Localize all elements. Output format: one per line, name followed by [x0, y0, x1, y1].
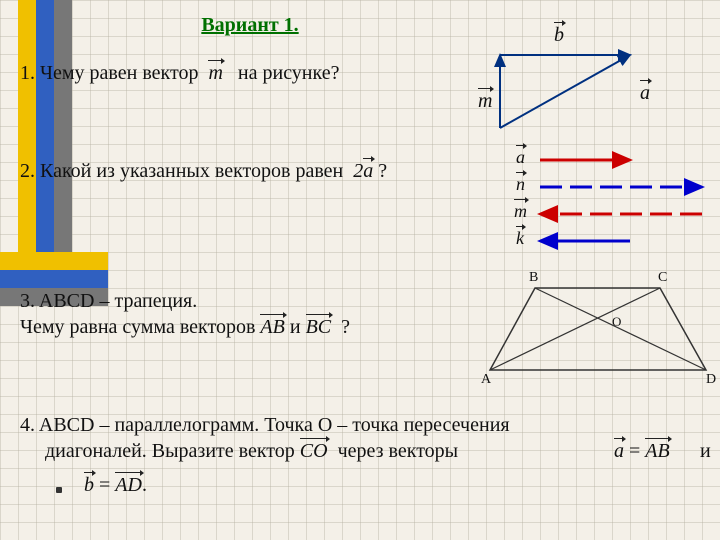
accent-yellow-h [0, 252, 108, 270]
page-title: Вариант 1. [0, 14, 500, 37]
q3-line1: 3. ABCD – трапеция. [20, 290, 197, 313]
q4-vec-b: b = AD. [84, 474, 147, 497]
q2-post: ? [378, 160, 387, 182]
q1-label-b: b [554, 24, 564, 47]
q2-label-a: a [516, 147, 525, 168]
q3-label-A: A [481, 372, 491, 388]
q2-vec-2a: a [363, 160, 373, 183]
q3-label-O: O [612, 314, 621, 330]
q4-line1: 4. ABCD – параллелограмм. Точка О – точк… [20, 414, 510, 437]
q3-post: ? [341, 316, 350, 338]
q3-label-C: C [658, 270, 667, 286]
q3-vec-AB: AB [260, 316, 284, 339]
q3-label-D: D [706, 372, 716, 388]
q2-text: 2. Какой из указанных векторов равен 2a … [20, 160, 387, 183]
q4-line2: диагоналей. Выразите вектор CO через век… [20, 440, 458, 463]
accent-blue-v [36, 0, 54, 292]
q1-text: 1. Чему равен вектор m на рисунке? [20, 62, 339, 85]
bullet-icon [56, 487, 62, 493]
q4-vec-CO: CO [300, 440, 328, 463]
q3-line2: Чему равна сумма векторов AB и BC ? [20, 316, 350, 339]
q4-line2-pre: диагоналей. Выразите вектор [20, 440, 295, 462]
q2-label-n: n [516, 174, 525, 195]
q3-label-B: B [529, 270, 538, 286]
q1-post: на рисунке? [238, 62, 340, 84]
q4-conj: и [700, 440, 711, 463]
q3-line2-pre: Чему равна сумма векторов [20, 316, 255, 338]
q2-pre: 2. Какой из указанных векторов равен [20, 160, 343, 182]
q4-vec-a: a = AB [614, 440, 670, 463]
q1-pre: 1. Чему равен вектор [20, 62, 198, 84]
accent-yellow-v [18, 0, 36, 292]
q1-label-a: a [640, 82, 650, 105]
accent-gray-v [54, 0, 72, 292]
q2-label-m: m [514, 201, 527, 222]
q3-vec-BC: BC [306, 316, 332, 339]
q1-label-m: m [478, 90, 492, 113]
q3-conj: и [290, 316, 301, 338]
q4-line2-mid: через векторы [338, 440, 459, 462]
q1-vec-m: m [208, 62, 222, 85]
accent-blue-h [0, 270, 108, 288]
q2-label-k: k [516, 228, 524, 249]
